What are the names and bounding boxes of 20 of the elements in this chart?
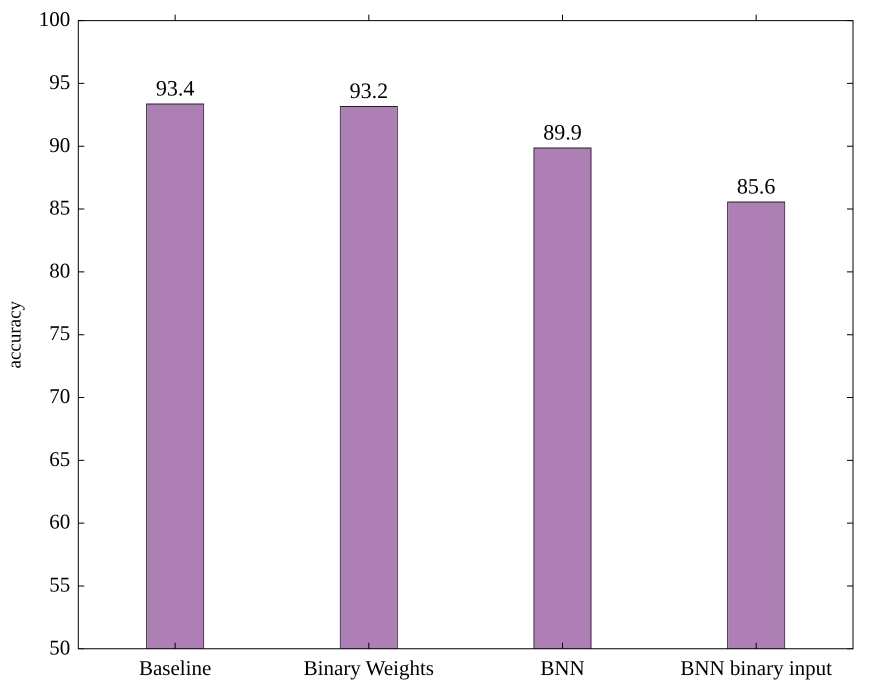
data-label: 89.9 <box>543 119 582 144</box>
y-tick-label: 50 <box>49 635 70 660</box>
y-tick-label: 55 <box>49 572 70 596</box>
y-tick-label: 75 <box>49 321 70 346</box>
y-tick-label: 90 <box>49 132 70 157</box>
data-label: 85.6 <box>736 173 776 198</box>
x-tick-label: BNN <box>540 656 585 680</box>
y-tick-label: 100 <box>38 7 70 32</box>
y-tick-label: 80 <box>49 258 70 282</box>
y-tick-label: 95 <box>49 70 70 94</box>
y-tick-label: 85 <box>49 196 70 220</box>
data-label: 93.4 <box>156 75 194 100</box>
x-tick-label: Binary Weights <box>304 656 434 680</box>
y-axis-title: accuracy <box>4 300 26 368</box>
x-tick-label: BNN binary input <box>680 656 832 680</box>
y-tick-label: 70 <box>49 384 70 408</box>
y-tick-label: 60 <box>49 510 70 534</box>
x-tick-label: Baseline <box>138 656 212 680</box>
data-label: 93.2 <box>350 78 388 103</box>
y-tick-label: 65 <box>49 446 70 471</box>
